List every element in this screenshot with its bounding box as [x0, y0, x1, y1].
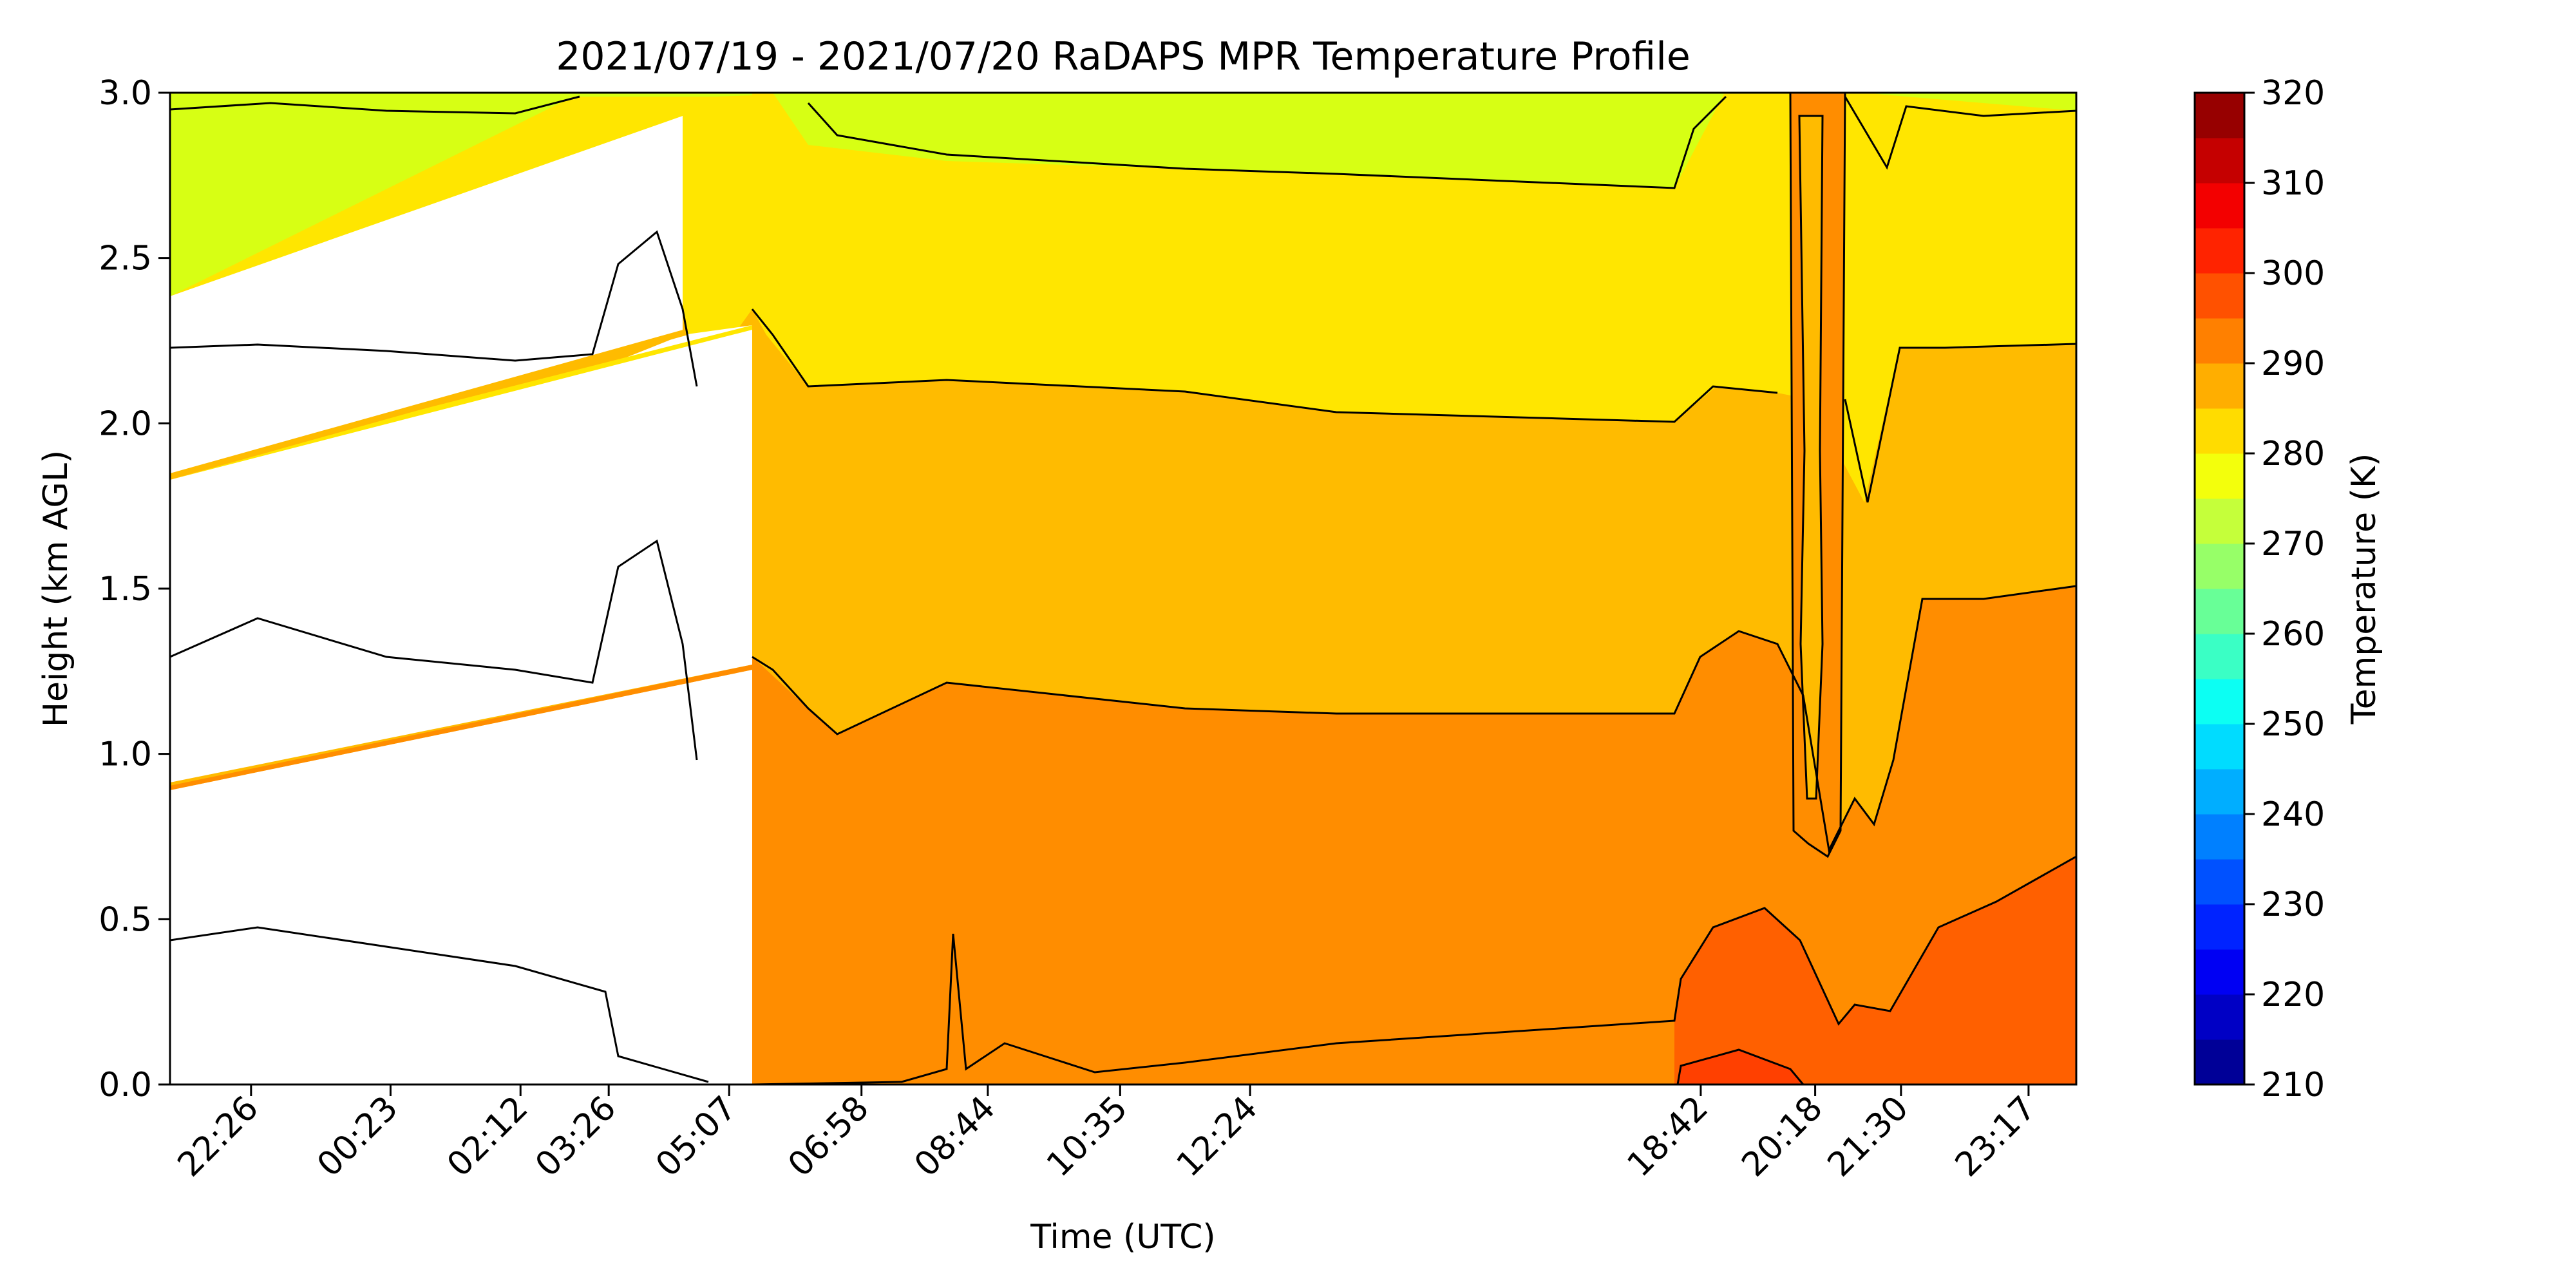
colorbar-ticks: 210 220 230 240 250 260 270 280 290 300 310 320 [2244, 74, 2325, 1104]
colorbar-segment [2195, 273, 2244, 319]
plume-isoline-outer [1789, 93, 1846, 858]
x-tick-label: 08:44 [907, 1089, 1003, 1184]
colorbar-segment [2195, 1039, 2244, 1085]
colorbar-tick-label: 310 [2261, 164, 2325, 203]
colorbar-tick-label: 300 [2261, 254, 2325, 293]
colorbar-tick-label: 250 [2261, 705, 2325, 744]
colorbar-frame [2193, 91, 2246, 1086]
x-tick-label: 20:18 [1734, 1089, 1830, 1184]
colorbar-segment [2195, 814, 2244, 860]
colorbar-tick-label: 240 [2261, 795, 2325, 834]
isoline-275 [170, 95, 2076, 189]
colorbar-label: Temperature (K) [2345, 453, 2383, 725]
colorbar-segment [2195, 949, 2244, 995]
band-295-300-east [1674, 857, 2076, 1084]
colorbar-segment [2195, 589, 2244, 634]
gap-wedge-upper [170, 116, 683, 480]
colorbar-segment [2195, 994, 2244, 1040]
y-axis-ticks: 0.0 0.5 1.0 1.5 2.0 2.5 3.0 [99, 74, 170, 1104]
isoline-285 [170, 539, 2076, 853]
colorbar-segment [2195, 453, 2244, 499]
isoline-290 [170, 855, 2076, 1084]
colorbar-tick-label: 220 [2261, 976, 2325, 1014]
colorbar-segment [2195, 769, 2244, 815]
gap-wedge-280 [170, 325, 752, 480]
y-tick-label: 2.0 [99, 404, 152, 443]
y-tick-label: 2.5 [99, 240, 152, 278]
x-tick-label: 12:24 [1170, 1089, 1265, 1184]
colorbar-segment [2195, 93, 2244, 138]
isoline-280 [170, 230, 2076, 503]
colorbar [2195, 93, 2244, 1085]
plume-isoline-inner [1798, 115, 1824, 800]
colorbar-segment [2195, 318, 2244, 364]
colorbar-segment [2195, 544, 2244, 589]
colorbar-tick-label: 260 [2261, 615, 2325, 654]
gap-wedge-ribbon-280 [170, 328, 688, 480]
x-axis-label: Time (UTC) [1030, 1218, 1215, 1256]
x-tick-label: 06:58 [781, 1089, 876, 1184]
colorbar-tick-label: 270 [2261, 525, 2325, 564]
colorbar-tick-label: 230 [2261, 886, 2325, 924]
colorbar-segment [2195, 138, 2244, 184]
gap-wedge-ribbon-285 [170, 665, 752, 790]
colorbar-tick-label: 280 [2261, 435, 2325, 473]
contour-plot-area [170, 93, 2076, 1084]
plume-285-290 [1799, 116, 1823, 799]
chart-title: 2021/07/19 - 2021/07/20 RaDAPS MPR Tempe… [556, 34, 1690, 79]
y-tick-label: 0.5 [99, 900, 152, 939]
x-tick-label: 22:26 [171, 1089, 266, 1184]
colorbar-tick-label: 320 [2261, 74, 2325, 113]
colorbar-segment [2195, 228, 2244, 274]
y-tick-label: 0.0 [99, 1066, 152, 1104]
x-tick-label: 23:17 [1948, 1089, 2043, 1184]
colorbar-tick-label: 290 [2261, 345, 2325, 383]
x-tick-label: 18:42 [1620, 1089, 1716, 1184]
colorbar-tick-label: 210 [2261, 1066, 2325, 1104]
colorbar-segment [2195, 904, 2244, 950]
colorbar-segment [2195, 498, 2244, 544]
colorbar-segment [2195, 363, 2244, 409]
colorbar-segment [2195, 679, 2244, 724]
y-axis-label: Height (km AGL) [37, 450, 75, 727]
x-tick-label: 05:07 [649, 1089, 744, 1184]
colorbar-segment [2195, 724, 2244, 770]
y-tick-label: 1.5 [99, 570, 152, 609]
colorbar-segment [2195, 634, 2244, 679]
x-tick-label: 02:12 [440, 1089, 535, 1184]
colorbar-segment [2195, 183, 2244, 229]
contour-lines [170, 93, 2076, 1084]
y-tick-label: 3.0 [99, 74, 152, 113]
missing-data-gap [170, 325, 752, 1084]
isoline-295 [1676, 1048, 1804, 1084]
x-tick-label: 00:23 [310, 1089, 405, 1184]
y-tick-label: 1.0 [99, 735, 152, 774]
x-tick-label: 03:26 [528, 1089, 623, 1184]
colorbar-segment [2195, 408, 2244, 454]
x-tick-label: 10:35 [1039, 1089, 1135, 1184]
colorbar-segment [2195, 859, 2244, 905]
x-tick-label: 21:30 [1821, 1089, 1916, 1184]
